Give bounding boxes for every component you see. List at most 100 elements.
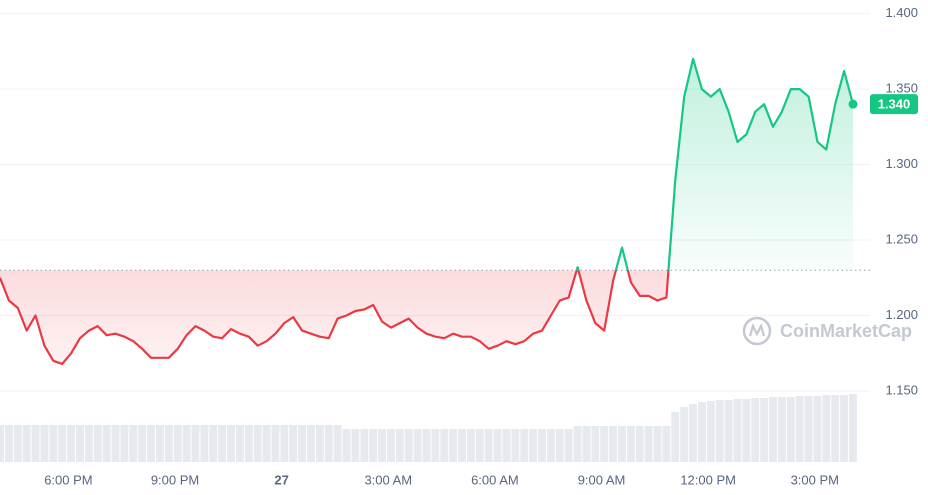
volume-bar <box>102 425 111 462</box>
x-tick-label: 9:00 PM <box>151 472 199 487</box>
volume-bar <box>662 426 671 462</box>
volume-bar <box>786 397 795 462</box>
volume-bar <box>449 429 458 462</box>
volume-bar <box>209 425 218 462</box>
volume-bar <box>49 425 58 462</box>
volume-bar <box>76 425 84 462</box>
volume-bar <box>253 425 262 462</box>
volume-bar <box>546 429 555 462</box>
x-tick-label: 9:00 AM <box>578 472 626 487</box>
volume-bar <box>555 429 564 462</box>
volume-bar <box>120 425 129 462</box>
volume-bar <box>164 425 173 462</box>
volume-bar <box>155 425 164 462</box>
x-tick-label: 3:00 PM <box>791 472 839 487</box>
volume-bar <box>840 395 849 462</box>
volume-bar <box>40 425 49 462</box>
volume-bar <box>351 429 360 462</box>
volume-bar <box>804 396 813 462</box>
volume-bar <box>173 425 182 462</box>
volume-bar <box>227 425 235 462</box>
volume-bar <box>147 425 155 462</box>
x-tick-label: 6:00 AM <box>471 472 519 487</box>
volume-bar <box>4 425 13 462</box>
volume-bar <box>244 425 253 462</box>
volume-bar <box>573 426 582 462</box>
volume-bar <box>635 426 644 462</box>
volume-bar <box>138 425 147 462</box>
volume-bar <box>31 425 40 462</box>
volume-bar <box>529 429 538 462</box>
last-price-badge <box>870 94 918 115</box>
volume-bar <box>129 425 138 462</box>
volume-bar <box>67 425 76 462</box>
volume-bar <box>324 425 333 462</box>
volume-bar <box>484 429 493 462</box>
volume-bar <box>333 425 342 462</box>
volume-bar <box>475 429 484 462</box>
volume-bar <box>200 425 209 462</box>
y-tick-label: 1.400 <box>885 5 918 20</box>
volume-bar <box>626 426 635 462</box>
volume-bar <box>564 429 573 462</box>
volume-bar <box>644 426 653 462</box>
price-line <box>0 57 855 365</box>
volume-bar <box>191 425 200 462</box>
volume-bar <box>538 429 546 462</box>
volume-bar <box>822 395 831 462</box>
volume-bar <box>609 426 618 462</box>
last-price-label: 1.340 <box>878 97 911 112</box>
y-tick-label: 1.200 <box>885 307 918 322</box>
volume-bar <box>360 429 369 462</box>
volume-bar <box>795 396 804 462</box>
volume-bar <box>0 425 4 462</box>
volume-bar <box>849 394 857 462</box>
x-tick-label: 27 <box>274 472 288 487</box>
volume-bar <box>111 425 120 462</box>
volume-bar <box>235 425 244 462</box>
volume-bar <box>600 426 609 462</box>
y-tick-label: 1.250 <box>885 231 918 246</box>
volume-bar <box>733 399 742 462</box>
volume-bar <box>182 425 191 462</box>
y-tick-label: 1.150 <box>885 382 918 397</box>
volume-bar <box>369 429 378 462</box>
volume-bar <box>777 397 786 462</box>
volume-bar <box>298 425 307 462</box>
volume-bar <box>698 402 706 462</box>
x-tick-label: 6:00 PM <box>44 472 92 487</box>
volume-bar <box>502 429 511 462</box>
volume-bar <box>742 399 751 462</box>
volume-bar <box>715 400 724 462</box>
volume-bar <box>671 412 680 462</box>
volume-bar <box>511 429 520 462</box>
volume-bar <box>440 429 449 462</box>
volume-bar <box>387 429 395 462</box>
volume-bar <box>13 425 22 462</box>
volume-bar <box>680 407 689 462</box>
volume-bar <box>218 425 227 462</box>
volume-bar <box>813 396 822 462</box>
volume-bar <box>280 425 289 462</box>
volume-bar <box>413 429 422 462</box>
watermark-text: CoinMarketCap <box>780 321 912 341</box>
y-tick-label: 1.300 <box>885 156 918 171</box>
volume-bar <box>706 401 715 462</box>
volume-bar <box>520 429 529 462</box>
volume-bar <box>582 426 591 462</box>
watermark: CoinMarketCap <box>742 316 912 346</box>
volume-bar <box>378 429 387 462</box>
volume-bar <box>93 425 102 462</box>
volume-bar <box>22 425 31 462</box>
volume-bar <box>724 400 733 462</box>
volume-bar <box>58 425 67 462</box>
volume-bar <box>262 425 271 462</box>
volume-bar <box>493 429 502 462</box>
volume-bar <box>618 426 626 462</box>
volume-bar <box>689 404 698 462</box>
volume-bar <box>831 395 840 462</box>
x-tick-label: 12:00 PM <box>680 472 736 487</box>
volume-bar <box>84 425 93 462</box>
area-fill <box>0 58 853 364</box>
